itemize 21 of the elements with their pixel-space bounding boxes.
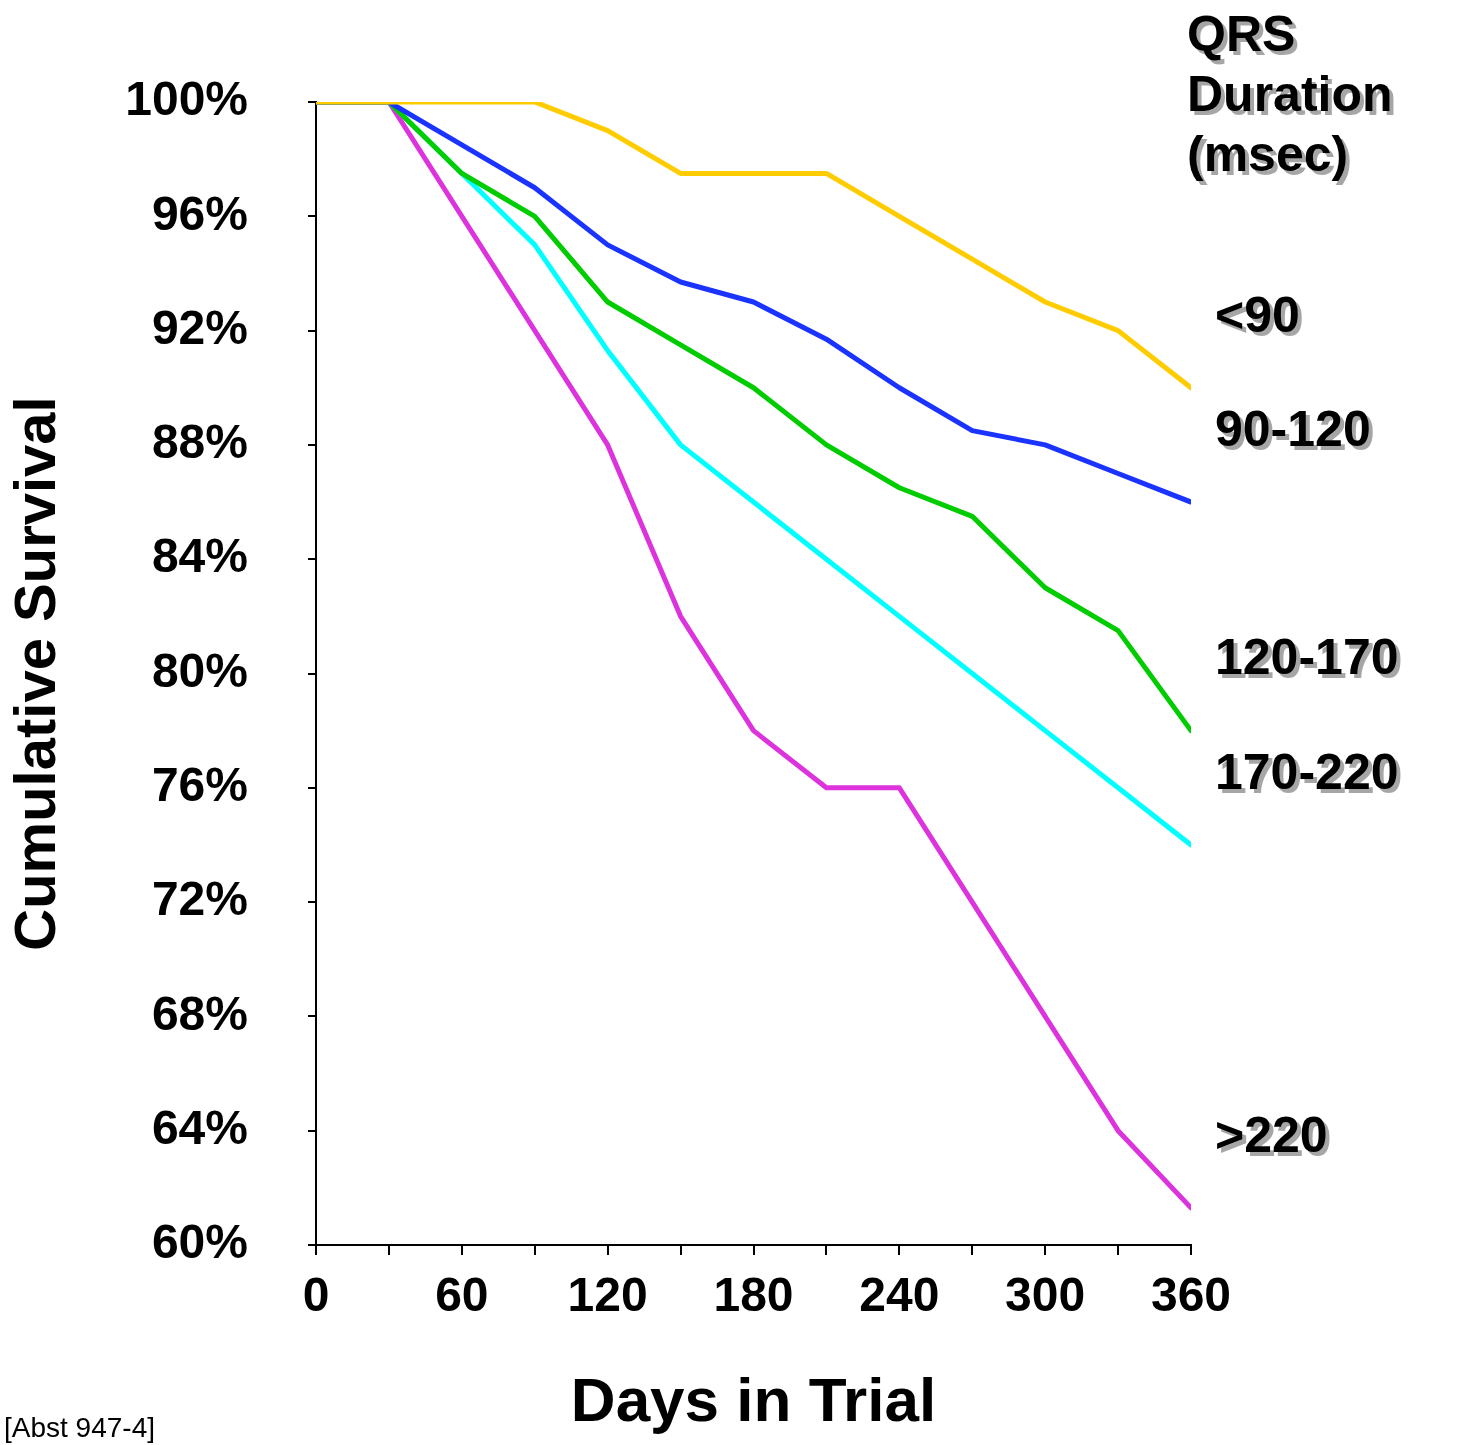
- x-tick-label: 60: [435, 1268, 489, 1322]
- y-tick-label: 60%: [151, 1215, 248, 1269]
- y-tick-label: 88%: [151, 415, 248, 469]
- y-tick-label: 80%: [151, 643, 248, 697]
- x-tick-label: 300: [1005, 1268, 1086, 1322]
- x-tick-label: 0: [302, 1268, 330, 1322]
- x-tick-label: 120: [567, 1268, 648, 1322]
- y-tick-label: 72%: [151, 872, 248, 926]
- x-tick-label: 360: [1150, 1268, 1232, 1322]
- x-axis-title: Days in Trial: [570, 1364, 937, 1434]
- y-tick-label: 92%: [151, 300, 248, 354]
- y-tick-label: 100%: [125, 72, 248, 126]
- y-tick-label: 68%: [151, 986, 248, 1040]
- y-tick-label: 76%: [151, 758, 248, 812]
- x-tick-label: 180: [713, 1268, 794, 1322]
- x-tick-label: 240: [859, 1268, 940, 1322]
- text: [Abst 947-4]: [4, 1411, 155, 1443]
- y-axis-title: Cumulative Survival: [1, 396, 67, 951]
- y-tick-label: 96%: [151, 186, 248, 240]
- y-tick-label: 64%: [151, 1100, 248, 1154]
- y-tick-label: 84%: [151, 529, 248, 583]
